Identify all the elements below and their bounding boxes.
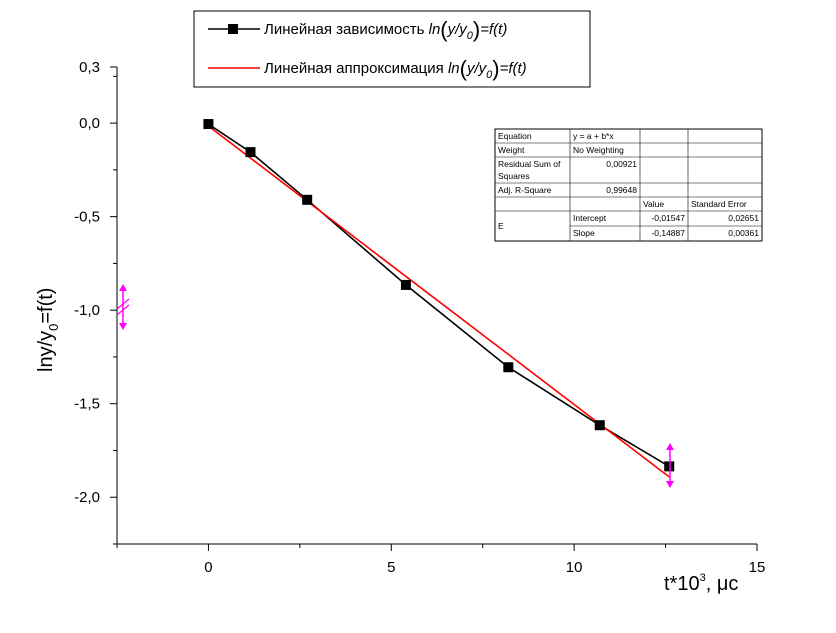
legend-label-series-2: Линейная аппроксимация ln(y/y0)=f(t) (264, 56, 527, 81)
stats-cell: Slope (573, 228, 595, 238)
markers (203, 119, 675, 472)
stats-table: Equation y = a + b*x Weight No Weighting Res… (494, 128, 763, 242)
stats-cell: Standard Error (691, 199, 747, 209)
y-axis-title: lny/y0=f(t) (35, 288, 61, 372)
y-tick-label: 0,0 (79, 115, 100, 132)
stats-cell: Intercept (573, 213, 607, 223)
y-tick-label: -0,5 (74, 209, 100, 226)
y-tick-label: -2,0 (74, 489, 100, 506)
stats-cell: No Weighting (573, 145, 624, 155)
x-tick-label: 5 (387, 559, 395, 576)
point-resize-handle-head-up (666, 443, 674, 450)
axis-break-mark (116, 298, 130, 310)
y-tick-label: 0,3 (79, 59, 100, 76)
handles (116, 284, 674, 488)
stats-cell: Squares (498, 171, 530, 181)
legend: Линейная зависимость ln(y/y0)=f(t) Линей… (193, 10, 591, 88)
stats-cell: Residual Sum of (498, 159, 561, 169)
stats-cell: 0,00361 (728, 228, 759, 238)
y-tick-label: -1,5 (74, 396, 100, 413)
x-tick-label: 15 (749, 559, 766, 576)
x-axis-title: t*103, μс (664, 572, 738, 595)
series-2-line (207, 125, 670, 478)
axes (116, 67, 757, 545)
legend-box (193, 10, 591, 88)
data-point (245, 147, 256, 158)
data-point (203, 119, 214, 130)
stats-table-frame (494, 128, 763, 242)
stats-cell: Equation (498, 131, 532, 141)
stats-cell: Value (643, 199, 664, 209)
data-point (664, 461, 675, 472)
stats-cell: Weight (498, 145, 525, 155)
stats-cell: -0,01547 (651, 213, 685, 223)
stats-cell: 0,99648 (606, 185, 637, 195)
axis-break-handle-head-up (119, 284, 127, 291)
stats-cell: y = a + b*x (573, 131, 614, 141)
stats-cell: -0,14887 (651, 228, 685, 238)
stats-cell: 0,00921 (606, 159, 637, 169)
data-point (503, 362, 514, 373)
data-point (594, 420, 605, 431)
x-tick-label: 10 (566, 559, 583, 576)
legend-label-series-1: Линейная зависимость ln(y/y0)=f(t) (264, 17, 507, 42)
legend-marker-series-1 (228, 24, 238, 34)
axis-break-mark (116, 304, 130, 316)
stats-cell: E (498, 221, 504, 231)
point-resize-handle-head-down (666, 481, 674, 488)
stats-cell: 0,02651 (728, 213, 759, 223)
y-tick-label: -1,0 (74, 302, 100, 319)
x-tick-label: 0 (204, 559, 212, 576)
axis-break-handle-head-down (119, 323, 127, 330)
ticks: 0 5 10 15 0,3 0,0 -0,5 -1,0 -1,5 -2,0 (74, 59, 765, 576)
data-point (400, 279, 411, 290)
stats-cell: Adj. R-Square (498, 185, 552, 195)
data-point (302, 194, 313, 205)
